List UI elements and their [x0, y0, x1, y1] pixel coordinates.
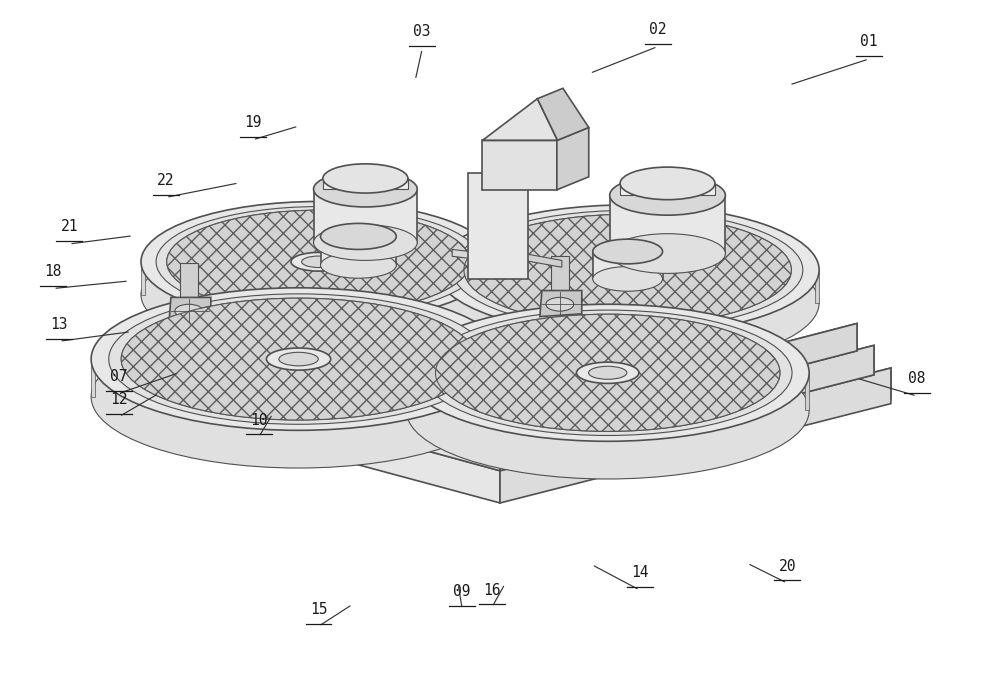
Ellipse shape	[452, 211, 803, 330]
Ellipse shape	[175, 304, 203, 318]
Ellipse shape	[314, 171, 417, 207]
Ellipse shape	[156, 206, 481, 317]
Text: 18: 18	[44, 264, 62, 279]
Ellipse shape	[323, 164, 408, 193]
Ellipse shape	[167, 211, 470, 313]
Text: 21: 21	[60, 219, 78, 235]
Text: 07: 07	[110, 369, 128, 384]
Polygon shape	[180, 263, 198, 299]
Polygon shape	[323, 178, 408, 189]
Polygon shape	[551, 257, 569, 292]
Ellipse shape	[435, 314, 780, 431]
Ellipse shape	[423, 310, 792, 436]
Ellipse shape	[141, 202, 496, 322]
Text: 12: 12	[110, 392, 128, 407]
Polygon shape	[500, 368, 891, 503]
Text: 08: 08	[908, 372, 926, 387]
Ellipse shape	[593, 239, 663, 264]
Text: 14: 14	[631, 566, 648, 581]
Polygon shape	[452, 250, 475, 259]
Text: 03: 03	[413, 24, 431, 39]
Polygon shape	[610, 195, 725, 254]
Ellipse shape	[610, 234, 725, 273]
Ellipse shape	[546, 297, 574, 311]
Ellipse shape	[406, 342, 809, 479]
Polygon shape	[483, 98, 557, 140]
Ellipse shape	[266, 348, 331, 370]
Ellipse shape	[406, 304, 809, 441]
Polygon shape	[468, 173, 528, 279]
Polygon shape	[320, 237, 396, 265]
Text: 09: 09	[453, 584, 471, 599]
Polygon shape	[500, 323, 857, 443]
Polygon shape	[406, 373, 410, 411]
Ellipse shape	[141, 235, 496, 355]
Ellipse shape	[320, 224, 396, 250]
Ellipse shape	[620, 167, 715, 200]
Ellipse shape	[610, 175, 725, 215]
Ellipse shape	[436, 205, 819, 335]
Ellipse shape	[435, 314, 780, 431]
Polygon shape	[620, 184, 715, 195]
Ellipse shape	[314, 225, 417, 260]
Ellipse shape	[91, 288, 506, 430]
Polygon shape	[502, 359, 506, 397]
Polygon shape	[492, 261, 496, 294]
Text: 20: 20	[778, 559, 796, 574]
Polygon shape	[91, 359, 95, 397]
Ellipse shape	[291, 252, 346, 271]
Polygon shape	[557, 127, 589, 190]
Polygon shape	[524, 254, 562, 267]
Polygon shape	[314, 189, 417, 243]
Polygon shape	[163, 323, 500, 443]
Text: 02: 02	[649, 22, 666, 37]
Polygon shape	[540, 290, 582, 316]
Polygon shape	[482, 140, 557, 190]
Text: 16: 16	[483, 583, 501, 598]
Polygon shape	[482, 127, 589, 140]
Ellipse shape	[589, 366, 627, 379]
Text: 22: 22	[157, 173, 175, 188]
Polygon shape	[500, 345, 874, 471]
Polygon shape	[131, 368, 891, 498]
Polygon shape	[436, 270, 440, 303]
Ellipse shape	[598, 260, 657, 280]
Ellipse shape	[121, 298, 476, 420]
Ellipse shape	[464, 215, 791, 325]
Polygon shape	[169, 297, 211, 323]
Polygon shape	[537, 88, 589, 140]
Ellipse shape	[609, 264, 646, 276]
Ellipse shape	[279, 352, 318, 366]
Ellipse shape	[464, 215, 791, 325]
Polygon shape	[163, 323, 857, 443]
Polygon shape	[149, 345, 874, 471]
Ellipse shape	[302, 256, 335, 268]
Text: 15: 15	[310, 602, 327, 616]
Text: 10: 10	[250, 413, 267, 428]
Polygon shape	[141, 261, 145, 294]
Polygon shape	[815, 270, 819, 303]
Ellipse shape	[91, 325, 506, 468]
Ellipse shape	[167, 211, 470, 313]
Ellipse shape	[436, 238, 819, 368]
Text: 01: 01	[860, 34, 878, 50]
Polygon shape	[805, 373, 809, 411]
Polygon shape	[149, 345, 500, 471]
Ellipse shape	[109, 294, 488, 424]
Text: 13: 13	[50, 316, 68, 332]
Polygon shape	[131, 368, 500, 503]
Ellipse shape	[593, 266, 663, 291]
Polygon shape	[593, 252, 663, 279]
Text: 19: 19	[244, 115, 261, 130]
Ellipse shape	[121, 298, 476, 420]
Ellipse shape	[320, 252, 396, 278]
Ellipse shape	[576, 362, 639, 383]
